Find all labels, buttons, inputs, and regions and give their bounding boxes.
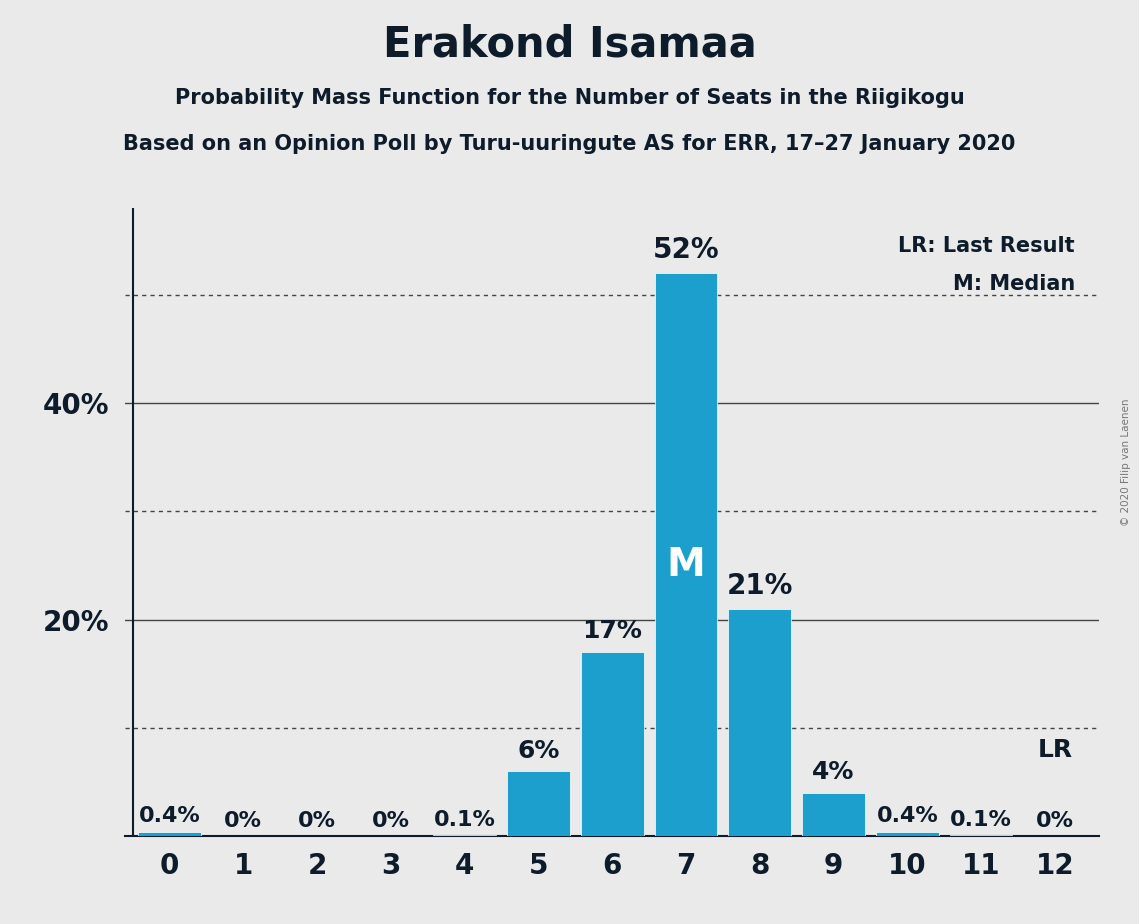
Text: Erakond Isamaa: Erakond Isamaa [383,23,756,65]
Text: Based on an Opinion Poll by Turu-uuringute AS for ERR, 17–27 January 2020: Based on an Opinion Poll by Turu-uuringu… [123,134,1016,154]
Text: 0.4%: 0.4% [139,807,200,826]
Text: 17%: 17% [582,619,642,643]
Bar [950,835,1013,836]
Text: 0%: 0% [372,810,410,831]
Text: M: M [666,546,705,584]
Bar [507,772,570,836]
Bar [433,835,495,836]
Bar [802,793,865,836]
Bar [138,832,200,836]
Bar [655,273,718,836]
Text: 6%: 6% [517,738,559,762]
Bar [729,609,792,836]
Bar [581,652,644,836]
Text: Probability Mass Function for the Number of Seats in the Riigikogu: Probability Mass Function for the Number… [174,88,965,108]
Text: 0.4%: 0.4% [876,807,939,826]
Text: 0.1%: 0.1% [950,809,1013,830]
Text: 4%: 4% [812,760,854,784]
Text: 0.1%: 0.1% [434,809,495,830]
Text: LR: Last Result: LR: Last Result [899,237,1075,256]
Text: 0%: 0% [1035,810,1074,831]
Text: 0%: 0% [224,810,262,831]
Text: © 2020 Filip van Laenen: © 2020 Filip van Laenen [1121,398,1131,526]
Text: M: Median: M: Median [952,274,1075,294]
Text: 21%: 21% [727,572,793,600]
Text: 52%: 52% [653,237,720,264]
Text: 0%: 0% [298,810,336,831]
Bar [876,832,939,836]
Text: LR: LR [1038,737,1073,761]
